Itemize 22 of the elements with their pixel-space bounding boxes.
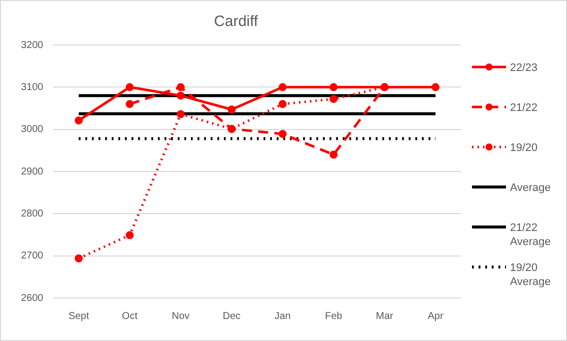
y-tick-label: 3100 — [20, 82, 44, 93]
x-tick-label: Dec — [222, 310, 241, 322]
x-tick-label: Mar — [376, 310, 394, 322]
legend-label: 19/20 — [510, 141, 539, 155]
y-tick-label: 2600 — [20, 292, 44, 304]
y-tick-label: 3200 — [20, 40, 44, 51]
x-tick-label: Sept — [68, 310, 90, 322]
legend-label: 21/22 — [510, 101, 539, 115]
legend-label: 21/22 Average — [510, 221, 552, 249]
y-tick-label: 2900 — [20, 166, 44, 178]
x-tick-label: Oct — [122, 310, 138, 322]
y-tick-label: 2800 — [20, 208, 44, 220]
chart-title: Cardiff — [214, 13, 259, 30]
legend-label: Average — [510, 181, 552, 195]
x-tick-label: Nov — [172, 310, 190, 322]
x-tick-label: Apr — [428, 310, 444, 322]
x-tick-label: Feb — [324, 310, 343, 322]
legend-label: 22/23 — [510, 61, 539, 75]
y-tick-label: 3000 — [20, 124, 44, 136]
x-tick-label: Jan — [274, 310, 291, 322]
legend-label: 19/20 Average — [510, 261, 552, 289]
y-tick-label: 2700 — [20, 250, 44, 262]
